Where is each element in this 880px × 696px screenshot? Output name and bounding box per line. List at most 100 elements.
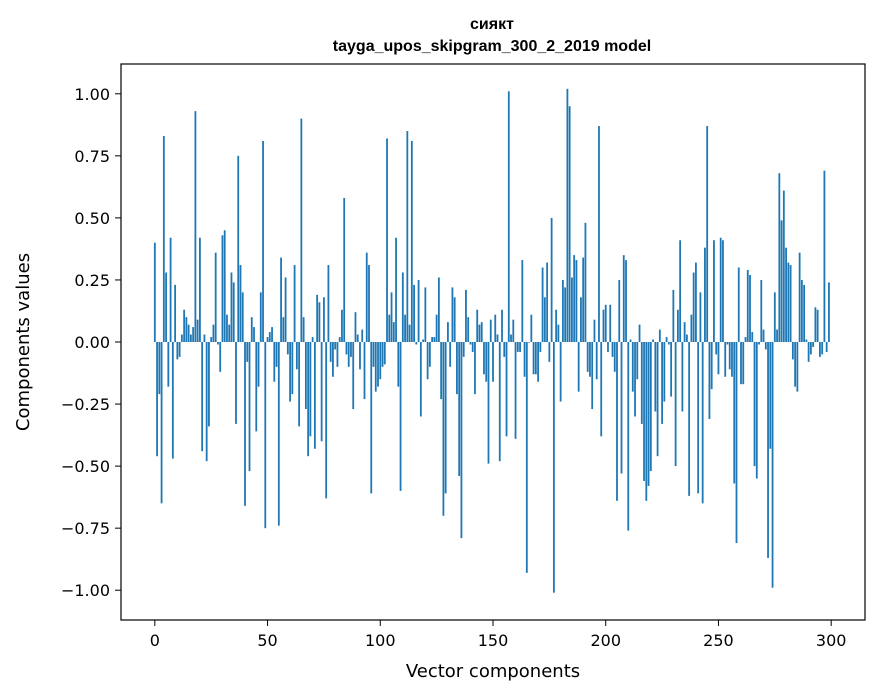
bar <box>325 342 328 499</box>
bar <box>212 324 215 343</box>
bar <box>519 342 521 352</box>
bar <box>498 342 501 462</box>
bar <box>550 217 553 342</box>
bar <box>528 342 530 343</box>
bar <box>604 304 607 342</box>
bar <box>726 342 729 345</box>
bar <box>575 260 578 342</box>
bar <box>192 327 195 342</box>
bar <box>751 332 754 342</box>
bar <box>485 342 488 382</box>
bar <box>228 324 231 343</box>
bar <box>437 277 440 342</box>
bar <box>695 262 697 342</box>
bar <box>295 342 298 370</box>
bar <box>214 252 217 342</box>
bar <box>440 342 443 400</box>
bar <box>771 342 774 588</box>
bar <box>780 220 783 343</box>
bar <box>719 237 722 342</box>
bar <box>158 342 161 395</box>
bar <box>356 334 359 342</box>
bar <box>548 342 551 362</box>
bar <box>311 337 314 342</box>
bar <box>171 342 174 459</box>
bar <box>672 289 675 343</box>
bar <box>180 334 183 342</box>
bar <box>386 138 388 342</box>
bar <box>643 342 645 481</box>
bar <box>636 342 639 380</box>
bar <box>676 309 679 342</box>
bar <box>447 322 449 342</box>
bar <box>543 297 546 342</box>
bar <box>392 322 395 342</box>
y-tick-label: −1.00 <box>61 581 110 600</box>
bar <box>217 342 219 345</box>
bar <box>219 342 222 372</box>
bar <box>350 342 352 357</box>
bar <box>510 334 512 342</box>
bar <box>532 342 535 375</box>
bar <box>582 257 585 342</box>
bar <box>620 342 623 474</box>
bar <box>762 329 765 342</box>
bar <box>194 111 197 342</box>
bar <box>688 342 691 496</box>
bar <box>787 262 790 342</box>
y-tick-label: 0.25 <box>74 271 110 290</box>
bar <box>379 342 382 380</box>
bar <box>300 118 303 342</box>
bar <box>406 131 409 342</box>
bar <box>769 342 772 449</box>
bar <box>503 342 506 357</box>
bars-group <box>153 88 830 593</box>
bar <box>566 88 569 342</box>
bar <box>235 342 237 424</box>
y-tick-label: 0.00 <box>74 333 110 352</box>
bar <box>370 342 373 494</box>
bar <box>625 260 627 342</box>
bar <box>205 342 208 462</box>
bar <box>160 342 163 504</box>
bar <box>153 242 156 342</box>
bar <box>746 270 749 342</box>
bar <box>622 255 625 343</box>
bar <box>395 237 397 342</box>
bar <box>176 342 179 360</box>
bar <box>241 292 244 342</box>
bar <box>710 342 713 390</box>
bar <box>203 334 206 342</box>
bar <box>593 319 596 342</box>
bar <box>791 342 794 360</box>
bar <box>471 342 474 352</box>
bar <box>697 342 700 494</box>
bar <box>442 342 445 516</box>
y-tick-label: 0.50 <box>74 209 110 228</box>
x-tick-label: 300 <box>816 631 847 650</box>
bar <box>431 337 434 342</box>
bar <box>250 317 253 342</box>
bar <box>773 292 776 342</box>
bar <box>226 314 228 342</box>
bar <box>546 262 549 342</box>
bar <box>453 297 456 342</box>
bar <box>451 287 454 342</box>
bar <box>397 342 400 387</box>
bar <box>658 329 661 342</box>
bar <box>404 314 406 342</box>
bar <box>187 324 190 343</box>
bar <box>627 342 630 531</box>
bar <box>408 324 411 343</box>
bar <box>208 342 210 427</box>
bar <box>341 309 343 342</box>
x-tick-label: 200 <box>590 631 621 650</box>
bar <box>313 342 316 449</box>
bar <box>460 342 463 539</box>
bar <box>692 272 695 342</box>
bar <box>699 292 702 342</box>
bar <box>478 324 481 343</box>
bar <box>347 342 350 367</box>
bar <box>332 342 334 377</box>
bar <box>277 342 280 526</box>
